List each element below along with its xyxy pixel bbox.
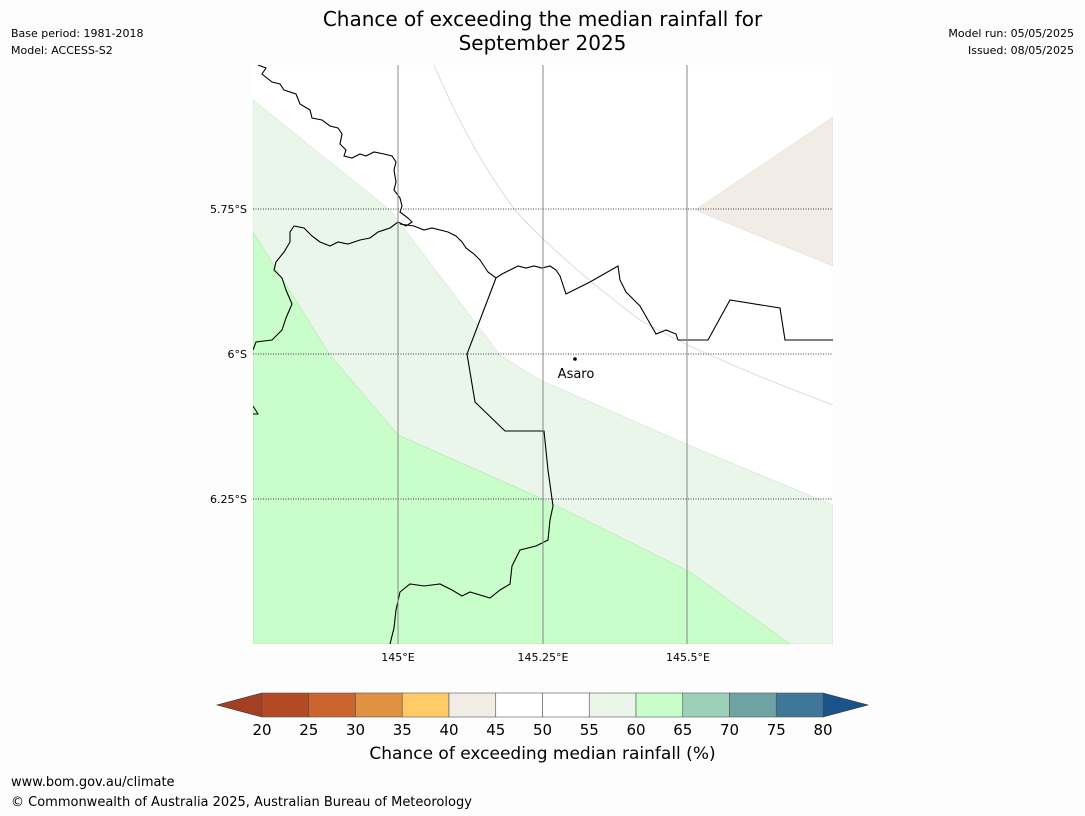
probability-region-40-45 (694, 116, 833, 267)
model-text: Model: ACCESS-S2 (11, 44, 113, 57)
colorbar-tick-label: 60 (626, 721, 645, 739)
colorbar-segment (635, 692, 684, 718)
colorbar: 20 25 30 35 40 45 50 55 60 65 70 75 80 (215, 692, 870, 739)
base-period-text: Base period: 1981-2018 (11, 27, 144, 40)
colorbar-segment (261, 692, 310, 718)
footer-copyright: © Commonwealth of Australia 2025, Austra… (11, 795, 472, 810)
lat-label: 5.75°S (210, 203, 247, 216)
contour-line (433, 65, 833, 406)
colorbar-segment (308, 692, 356, 718)
run-info: Model run: 05/05/2025 Issued: 08/05/2025 (948, 25, 1074, 59)
title-line-2: September 2025 (458, 31, 627, 55)
colorbar-segment (495, 692, 543, 718)
colorbar-tick-label: 35 (393, 721, 412, 739)
colorbar-segment (682, 692, 730, 718)
issued-text: Issued: 08/05/2025 (967, 44, 1074, 57)
colorbar-segment (448, 692, 497, 718)
probability-region-60-65 (253, 231, 791, 644)
lat-label: 6.25°S (210, 493, 247, 506)
place-marker (573, 357, 577, 361)
province-boundary (389, 277, 554, 644)
coastline-fragment (253, 405, 259, 415)
colorbar-tick-label: 50 (533, 721, 552, 739)
lon-label: 145°E (381, 651, 414, 664)
colorbar-segment (355, 692, 403, 718)
colorbar-label: Chance of exceeding median rainfall (%) (369, 744, 716, 764)
colorbar-tick-label: 40 (439, 721, 458, 739)
model-info: Base period: 1981-2018 Model: ACCESS-S2 (11, 25, 143, 59)
colorbar-segment (588, 692, 637, 718)
footer-url[interactable]: www.bom.gov.au/climate (11, 775, 175, 790)
colorbar-tick-label: 65 (673, 721, 692, 739)
colorbar-segment (775, 692, 824, 718)
colorbar-tick-label: 45 (486, 721, 505, 739)
colorbar-segment (542, 692, 590, 718)
colorbar-tick-label: 70 (720, 721, 739, 739)
colorbar-segment (729, 692, 777, 718)
lon-label: 145.25°E (518, 651, 569, 664)
map-area: Asaro (253, 65, 833, 644)
colorbar-tick-label: 75 (767, 721, 786, 739)
colorbar-tick-label: 25 (299, 721, 318, 739)
colorbar-tick-label: 55 (580, 721, 599, 739)
model-run-text: Model run: 05/05/2025 (948, 27, 1074, 40)
place-label: Asaro (558, 367, 595, 382)
colorbar-under-arrow (215, 692, 263, 718)
chart-title: Chance of exceeding the median rainfall … (0, 7, 1085, 55)
coastline (253, 65, 413, 351)
colorbar-segment (401, 692, 450, 718)
colorbar-tick-label: 20 (252, 721, 271, 739)
colorbar-tick-label: 30 (346, 721, 365, 739)
coastline-inland (399, 223, 833, 341)
lon-label: 145.5°E (666, 651, 710, 664)
colorbar-tick-label: 80 (813, 721, 832, 739)
lat-label: 6°S (228, 348, 247, 361)
title-line-1: Chance of exceeding the median rainfall … (322, 7, 763, 31)
colorbar-over-arrow (822, 692, 870, 718)
